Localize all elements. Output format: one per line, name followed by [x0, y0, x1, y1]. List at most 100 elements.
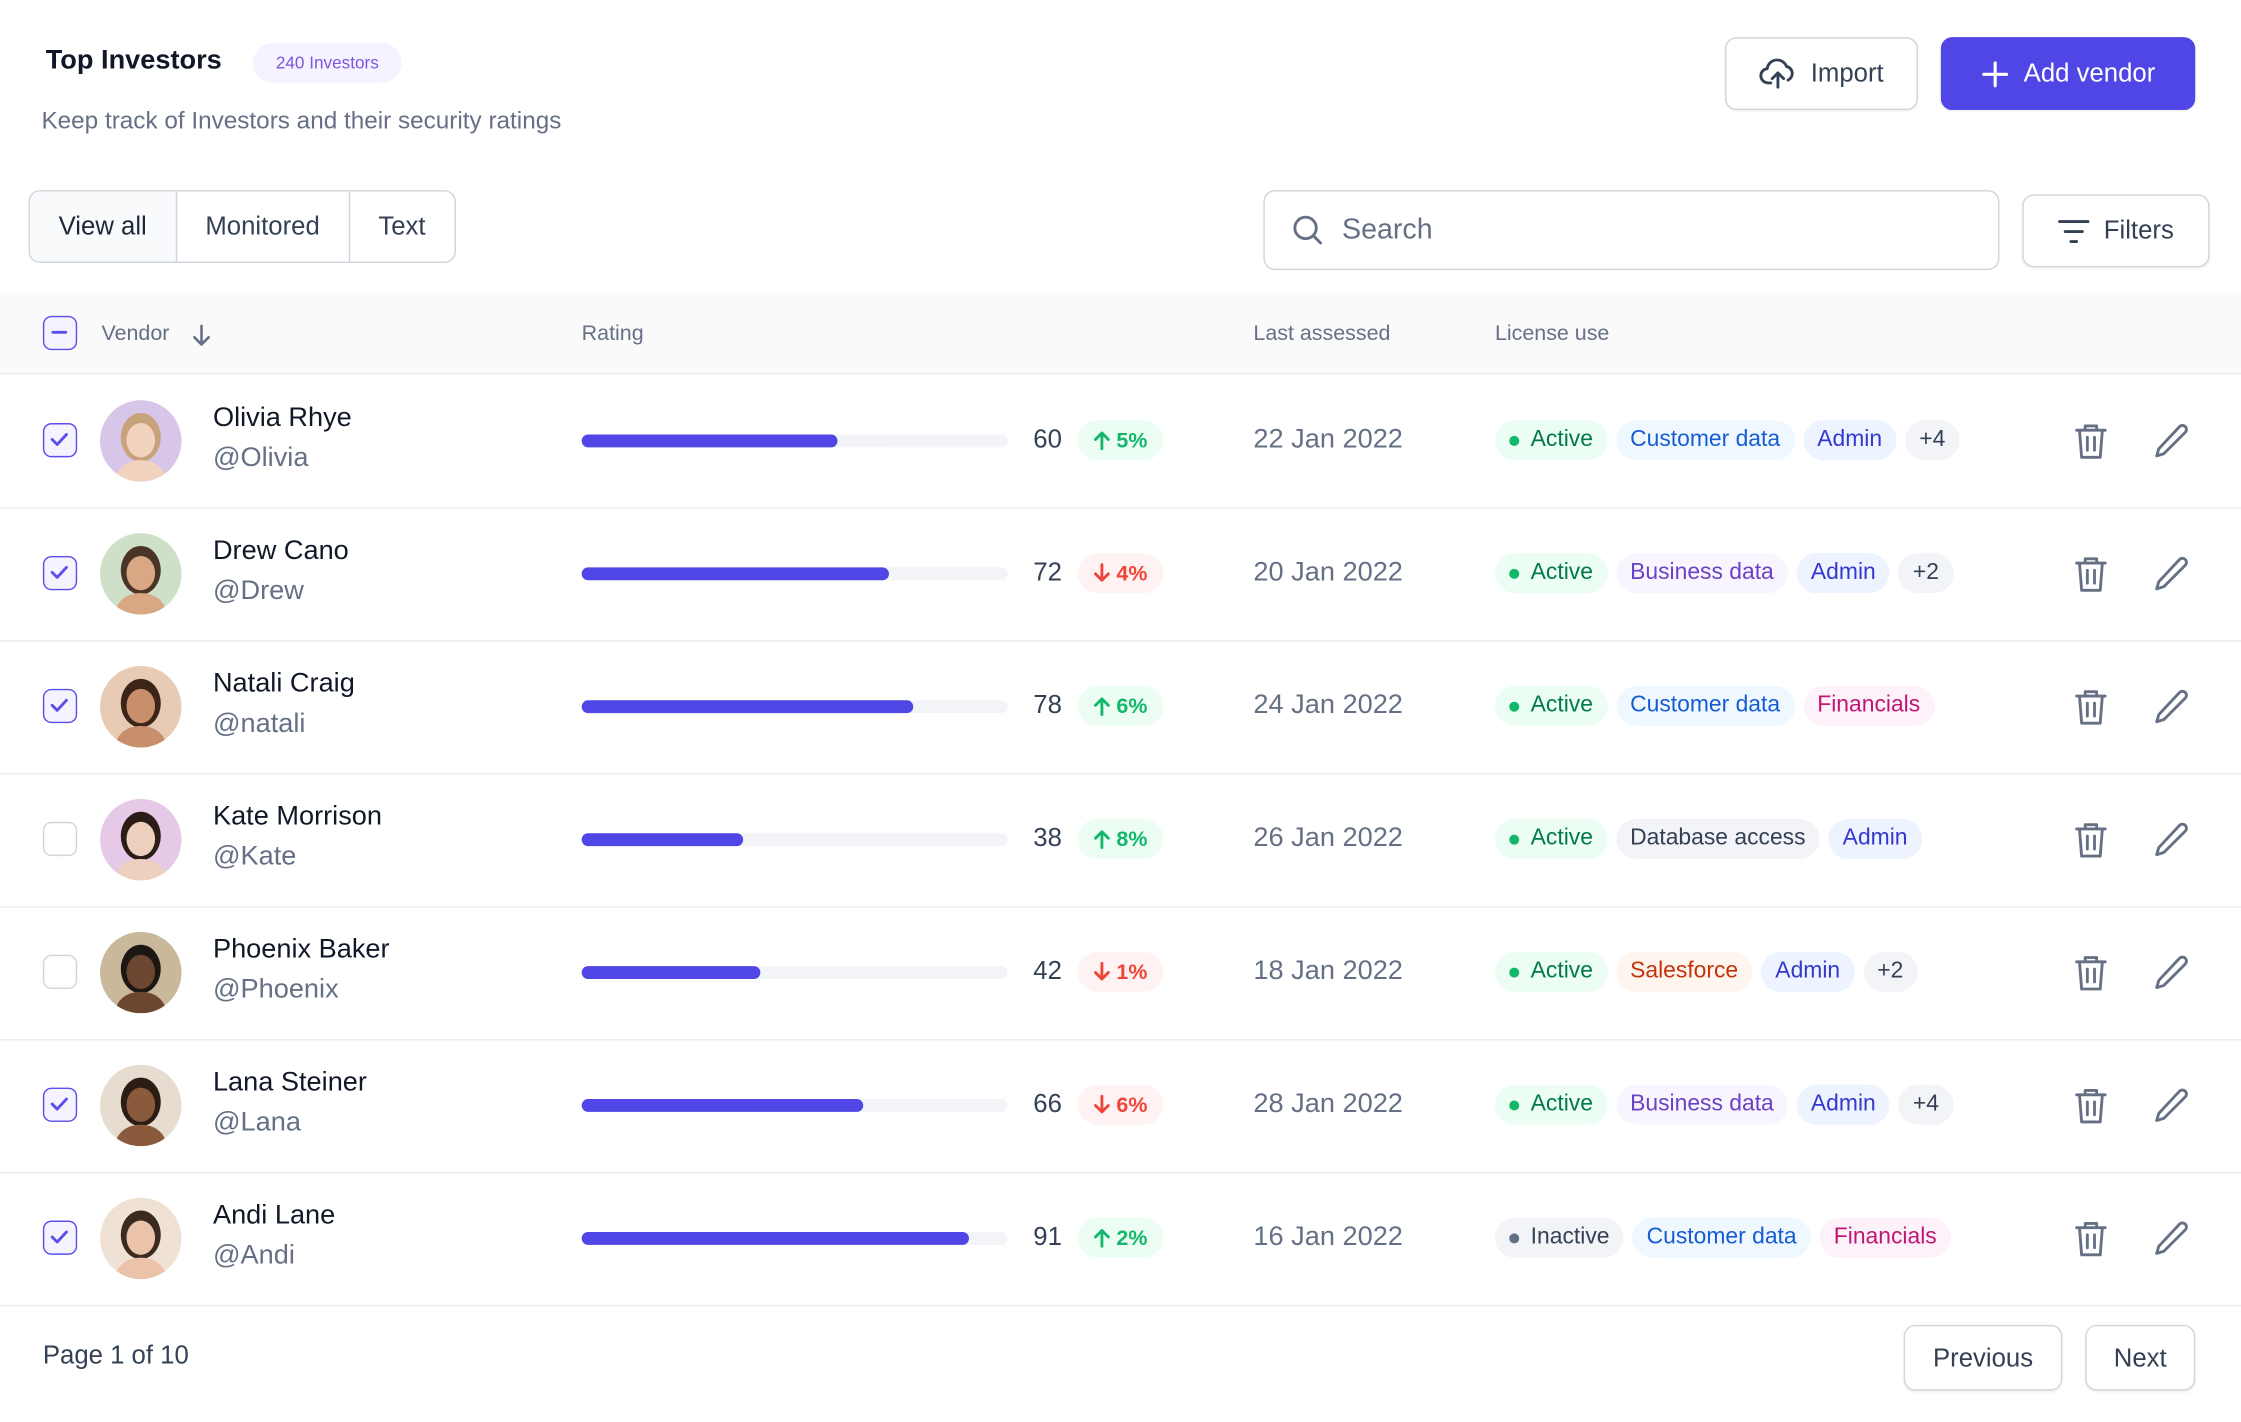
vendor-handle: @Drew	[212, 575, 304, 606]
upload-icon	[1759, 57, 1794, 88]
license-tag: Database access	[1615, 818, 1820, 859]
table-row: Phoenix Baker @Phoenix 42 1% 18 Jan 2022 Acti…	[0, 906, 2241, 1041]
edit-button[interactable]	[2152, 422, 2192, 469]
rating-track	[581, 966, 1008, 980]
row-checkbox[interactable]	[42, 555, 78, 591]
rating-change: 4%	[1077, 553, 1164, 594]
tag-text: Active	[1530, 427, 1593, 452]
trend-arrow	[1094, 830, 1110, 849]
check-icon	[50, 1097, 68, 1111]
import-button[interactable]: Import	[1725, 37, 1918, 111]
rating-track	[581, 700, 1008, 714]
delete-button[interactable]	[2072, 687, 2109, 734]
previous-label: Previous	[1932, 1342, 2034, 1372]
license-tag: Business data	[1615, 553, 1789, 594]
avatar-image	[114, 944, 168, 1014]
avatar	[100, 1197, 182, 1280]
edit-button[interactable]	[2152, 555, 2192, 602]
avatar-image	[114, 1210, 168, 1280]
row-checkbox[interactable]	[42, 1220, 78, 1255]
change-value: 6%	[1116, 1092, 1148, 1117]
last-assessed: 28 Jan 2022	[1253, 1089, 1403, 1120]
tag-text: Active	[1530, 958, 1593, 984]
change-value: 4%	[1116, 560, 1148, 586]
status-dot	[1509, 833, 1520, 844]
delete-button[interactable]	[2072, 820, 2109, 867]
delete-button[interactable]	[2072, 953, 2109, 1000]
edit-button[interactable]	[2152, 687, 2192, 734]
license-tag: +2	[1898, 553, 1954, 594]
trash-icon	[2075, 956, 2107, 991]
delete-button[interactable]	[2072, 1219, 2109, 1266]
trash-icon	[2075, 424, 2107, 459]
row-checkbox[interactable]	[42, 954, 78, 990]
edit-icon	[2155, 955, 2188, 990]
delete-button[interactable]	[2072, 1086, 2109, 1133]
plus-icon	[1982, 60, 2009, 87]
select-all-checkbox[interactable]	[42, 315, 78, 351]
filters-button[interactable]: Filters	[2022, 194, 2210, 268]
next-label: Next	[2113, 1342, 2167, 1372]
license-tag: Active	[1494, 1084, 1608, 1125]
tab[interactable]: Text	[378, 211, 426, 241]
license-tag: Customer data	[1615, 686, 1795, 727]
avatar-image	[114, 413, 168, 482]
last-assessed: 20 Jan 2022	[1253, 557, 1403, 588]
edit-button[interactable]	[2152, 820, 2192, 867]
add-vendor-button[interactable]: Add vendor	[1940, 37, 2196, 111]
rating-change: 6%	[1077, 686, 1164, 727]
trash-icon	[2075, 690, 2107, 725]
license-tags: Active Customer data Financials	[1494, 686, 1935, 727]
column-header[interactable]: Vendor	[101, 321, 170, 346]
edit-button[interactable]	[2152, 953, 2192, 1000]
rating-value: 78	[1033, 690, 1062, 719]
edit-button[interactable]	[2152, 1219, 2192, 1266]
license-tag: Customer data	[1632, 1217, 1811, 1258]
trend-arrow	[1094, 1094, 1110, 1114]
last-assessed: 24 Jan 2022	[1253, 690, 1403, 721]
table-header: Vendor Rating Last assessed License use	[0, 292, 2241, 375]
change-value: 1%	[1116, 959, 1148, 985]
tag-text: Business data	[1630, 1091, 1774, 1117]
trash-icon	[2075, 557, 2107, 592]
license-tag: Admin	[1802, 420, 1897, 461]
trend-arrow	[1094, 1229, 1110, 1248]
previous-button[interactable]: Previous	[1903, 1324, 2063, 1391]
table-row: Olivia Rhye @Olivia 60 5% 22 Jan 2022 Active C…	[0, 374, 2241, 509]
rating-change: 5%	[1077, 420, 1164, 461]
avatar-image	[114, 811, 168, 881]
check-icon	[50, 565, 68, 579]
page-indicator: Page 1 of 10	[42, 1340, 189, 1370]
next-button[interactable]: Next	[2085, 1324, 2196, 1391]
edit-icon	[2155, 822, 2188, 857]
delete-button[interactable]	[2072, 422, 2109, 469]
row-checkbox[interactable]	[42, 1087, 78, 1122]
vendor-name: Olivia Rhye	[212, 403, 352, 434]
vendor-name: Natali Craig	[212, 668, 355, 699]
license-tag: Business data	[1615, 1084, 1789, 1125]
column-header: Last assessed	[1253, 321, 1391, 346]
edit-button[interactable]	[2152, 1086, 2192, 1133]
rating-change: 8%	[1077, 818, 1164, 859]
status-dot	[1509, 1099, 1520, 1110]
search-box[interactable]: Search	[1263, 190, 2000, 271]
table-row: Kate Morrison @Kate 38 8% 26 Jan 2022 Active D…	[0, 773, 2241, 908]
tag-text: Active	[1530, 560, 1593, 585]
tag-text: Admin	[1817, 427, 1883, 452]
row-checkbox[interactable]	[42, 688, 78, 724]
license-tags: Active Salesforce Admin +2	[1494, 951, 1918, 992]
last-assessed: 16 Jan 2022	[1253, 1221, 1403, 1252]
license-tag: Customer data	[1615, 420, 1795, 461]
row-checkbox[interactable]	[42, 423, 78, 458]
add-vendor-label: Add vendor	[2023, 58, 2156, 88]
tab[interactable]: View all	[30, 191, 177, 262]
row-checkbox[interactable]	[42, 821, 78, 857]
tab[interactable]: Monitored	[177, 191, 350, 262]
trend-arrow	[1094, 563, 1110, 582]
tag-text: Admin	[1842, 826, 1908, 851]
tag-text: +2	[1877, 958, 1904, 984]
table-row: Lana Steiner @Lana 66 6% 28 Jan 2022 Active Bu…	[0, 1039, 2241, 1174]
edit-icon	[2155, 1088, 2188, 1122]
delete-button[interactable]	[2072, 555, 2109, 602]
avatar	[100, 798, 182, 881]
